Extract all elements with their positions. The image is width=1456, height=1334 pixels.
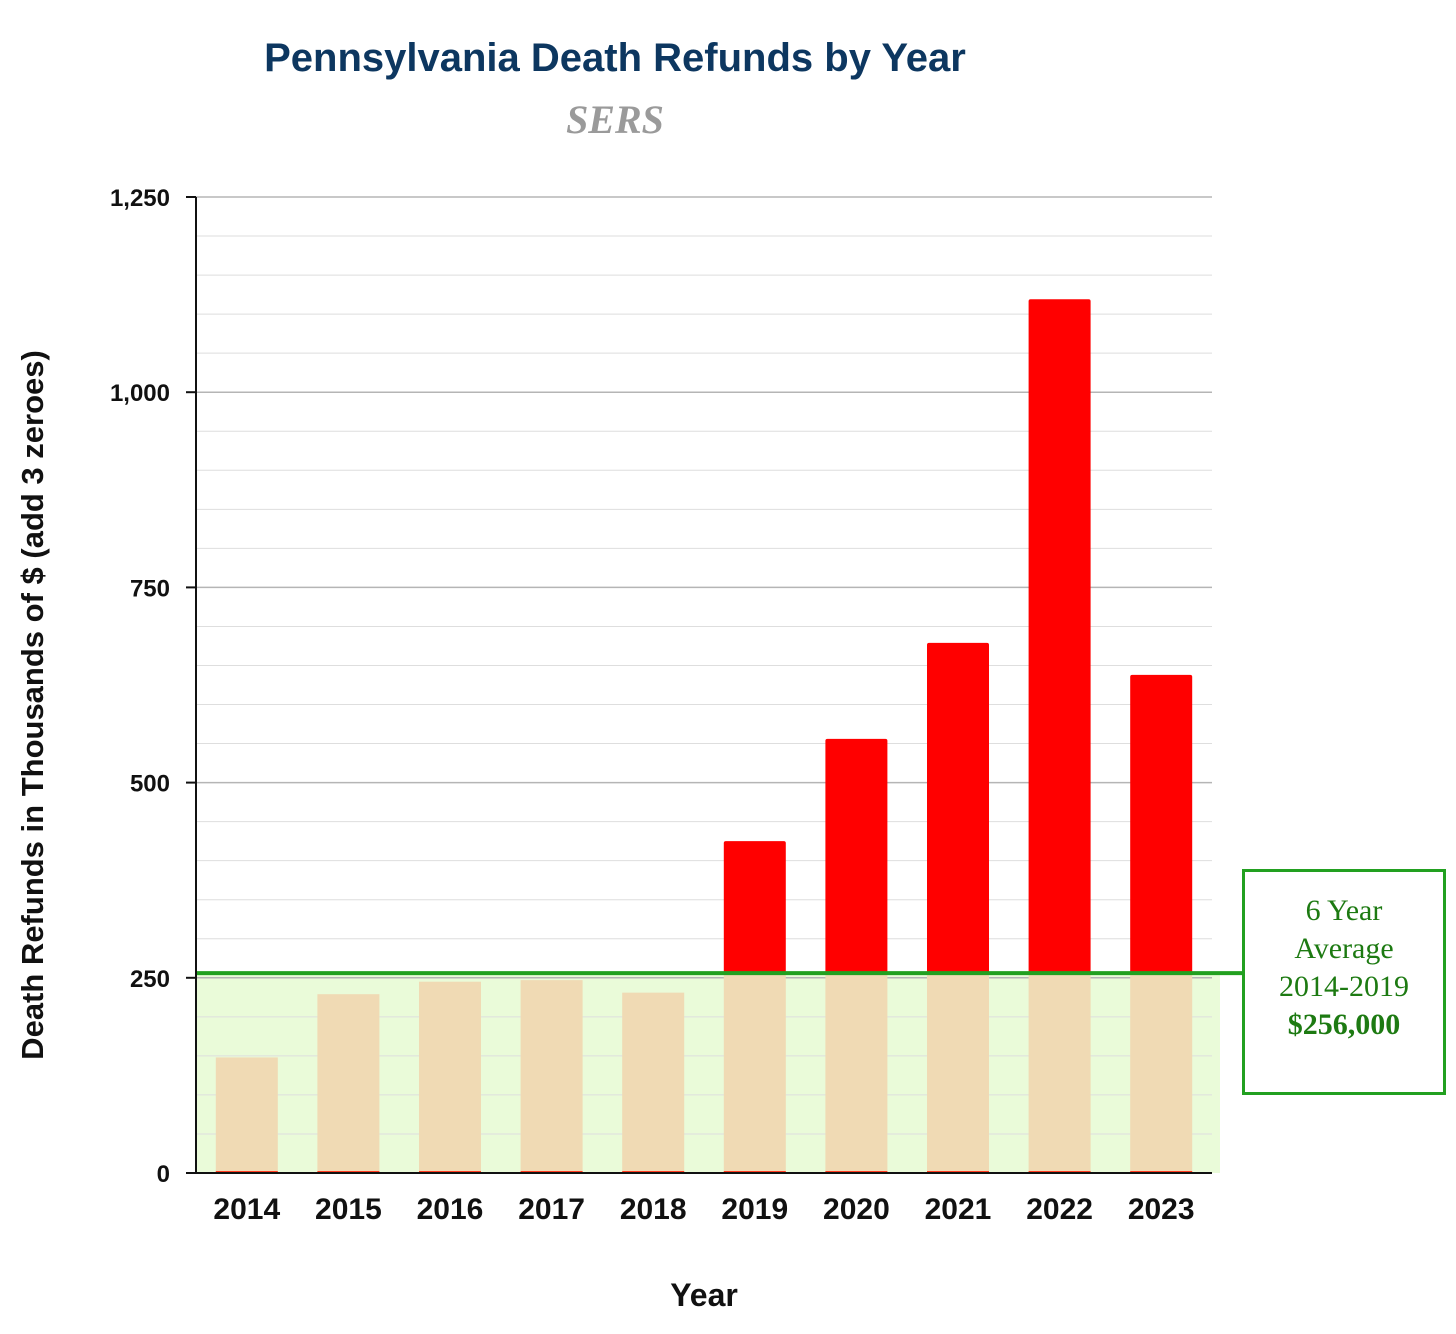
average-annotation-box: 6 Year Average 2014-2019 $256,000: [1242, 869, 1446, 1095]
x-tick-label: 2016: [417, 1193, 484, 1226]
bar-2019-above-average: [723, 841, 786, 974]
average-amount: $256,000: [1287, 1008, 1401, 1041]
x-tick-label: 2014: [213, 1193, 280, 1226]
bar-2022-below-average: [1028, 973, 1091, 1173]
x-tick-label: 2018: [620, 1193, 687, 1226]
bar-2023-below-average: [1130, 973, 1193, 1173]
bar-2018-below-average: [622, 992, 685, 1173]
x-axis-title: Year: [670, 1277, 738, 1313]
bar-2016-below-average: [419, 981, 481, 1173]
average-label-line-2: Average: [1294, 932, 1394, 965]
average-label-line-1: 6 Year: [1305, 894, 1383, 927]
bar-2019-below-average: [723, 973, 786, 1173]
chart-title: Pennsylvania Death Refunds by Year: [264, 36, 966, 80]
y-tick-label: 250: [130, 966, 170, 993]
chart-subtitle: SERS: [566, 97, 664, 142]
y-tick-label: 750: [130, 575, 170, 602]
bar-2022-above-average: [1028, 299, 1091, 974]
bar-2014-below-average: [215, 1057, 278, 1173]
y-axis-title: Death Refunds in Thousands of $ (add 3 z…: [15, 350, 50, 1060]
bar-2020-above-average: [825, 738, 888, 974]
bar-2020-below-average: [825, 973, 888, 1173]
x-tick-label: 2021: [925, 1193, 992, 1226]
x-tick-label: 2022: [1026, 1193, 1093, 1226]
y-tick-label: 1,250: [110, 185, 170, 212]
bar-2021-above-average: [927, 642, 989, 974]
average-label-line-3: 2014-2019: [1279, 970, 1409, 1003]
bar-2023-above-average: [1130, 674, 1193, 974]
x-tick-label: 2017: [518, 1193, 585, 1226]
bar-2021-below-average: [927, 973, 989, 1173]
y-tick-label: 1,000: [110, 380, 170, 407]
x-tick-label: 2019: [721, 1193, 788, 1226]
x-tick-label: 2020: [823, 1193, 890, 1226]
x-tick-label: 2015: [315, 1193, 382, 1226]
bar-2015-below-average: [317, 994, 380, 1173]
x-tick-label: 2023: [1128, 1193, 1195, 1226]
y-tick-label: 0: [157, 1161, 170, 1188]
y-tick-label: 500: [130, 771, 170, 798]
bar-2017-below-average: [520, 980, 583, 1173]
